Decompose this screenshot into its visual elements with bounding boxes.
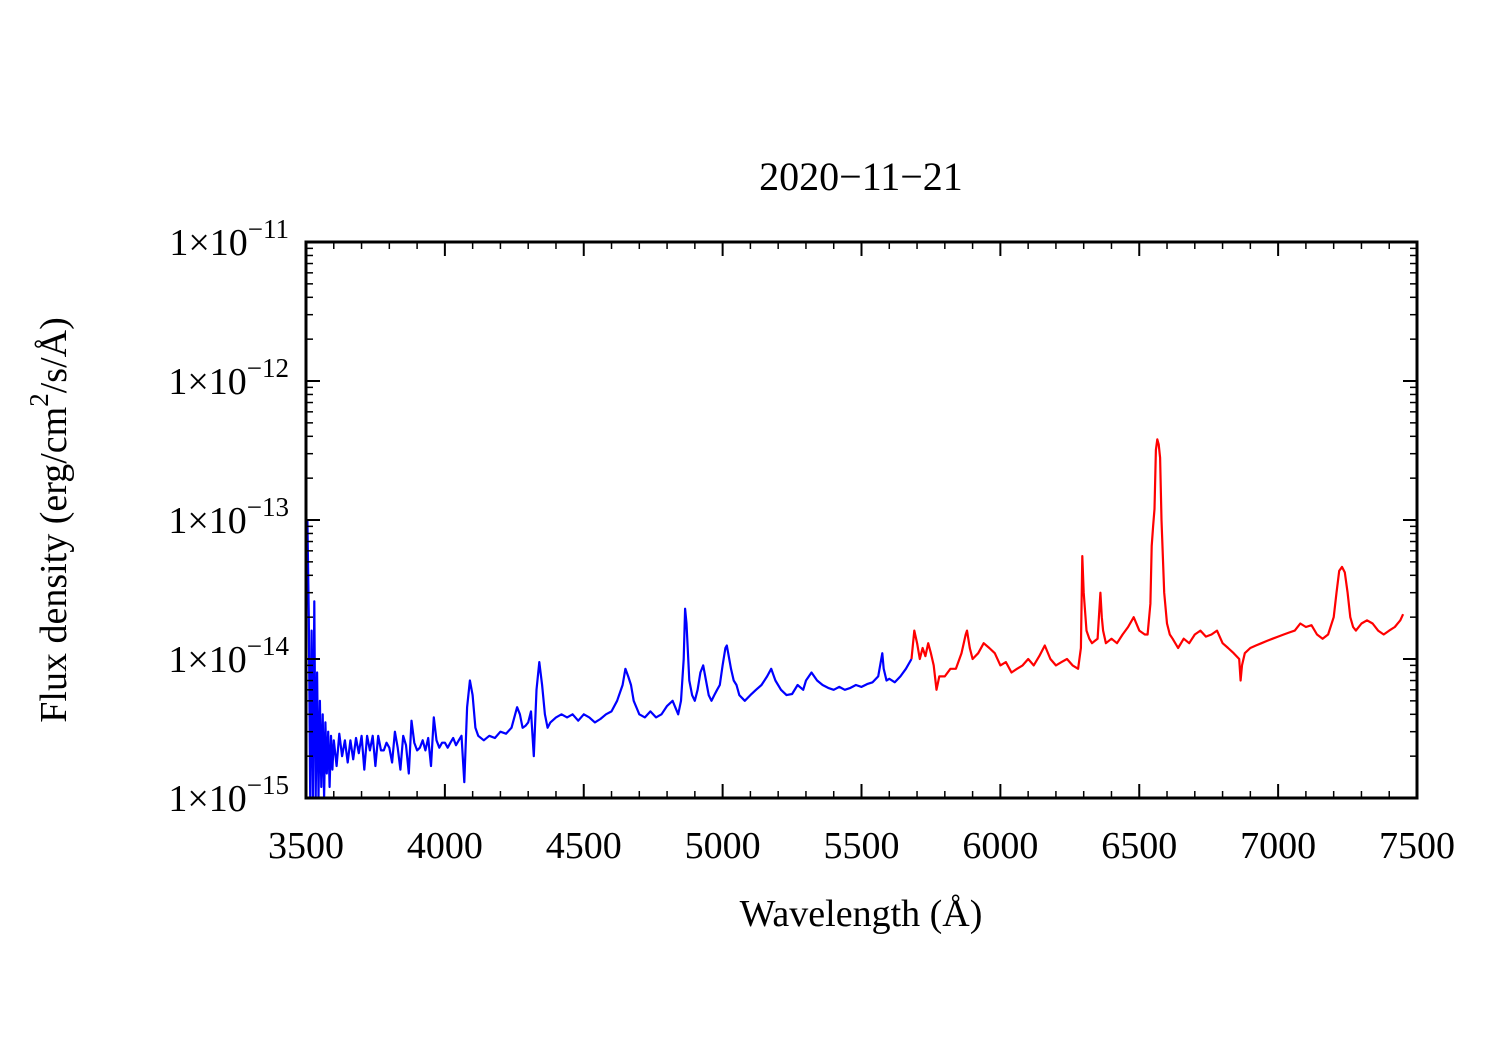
y-axis-label-superscript: 2 <box>24 393 54 407</box>
spectrum-series-1 <box>306 519 913 800</box>
x-tick-label: 3500 <box>268 825 344 867</box>
x-tick-label: 6000 <box>962 825 1038 867</box>
y-tick-label: 1×10−11 <box>169 214 289 264</box>
x-tick-label: 6500 <box>1101 825 1177 867</box>
x-tick-label: 7500 <box>1379 825 1455 867</box>
chart-title: 2020−11−21 <box>759 154 963 199</box>
y-tick-label: 1×10−14 <box>168 631 289 681</box>
x-axis-label: Wavelength (Å) <box>740 893 983 935</box>
y-tick-label: 1×10−13 <box>168 492 289 542</box>
plot-frame <box>304 240 1419 800</box>
y-axis-label-suffix: /s/Å) <box>33 317 75 393</box>
plot-data <box>306 438 1405 800</box>
tick-labels: 3500 4000 4500 5000 5500 6000 6500 7000 7500 1×10… <box>168 214 1455 867</box>
x-tick-label: 7000 <box>1240 825 1316 867</box>
x-tick-label: 5000 <box>685 825 761 867</box>
y-axis-label-prefix: Flux density (erg/cm <box>33 407 75 723</box>
x-tick-label: 4500 <box>546 825 622 867</box>
y-axis-label: Flux density (erg/cm2/s/Å) <box>24 317 75 722</box>
spectrum-series-2 <box>910 438 1405 691</box>
x-tick-label: 4000 <box>407 825 483 867</box>
y-tick-label: 1×10−15 <box>168 770 289 820</box>
y-tick-label: 1×10−12 <box>168 353 289 403</box>
x-tick-label: 5500 <box>824 825 900 867</box>
axis-ticks <box>305 241 1418 799</box>
